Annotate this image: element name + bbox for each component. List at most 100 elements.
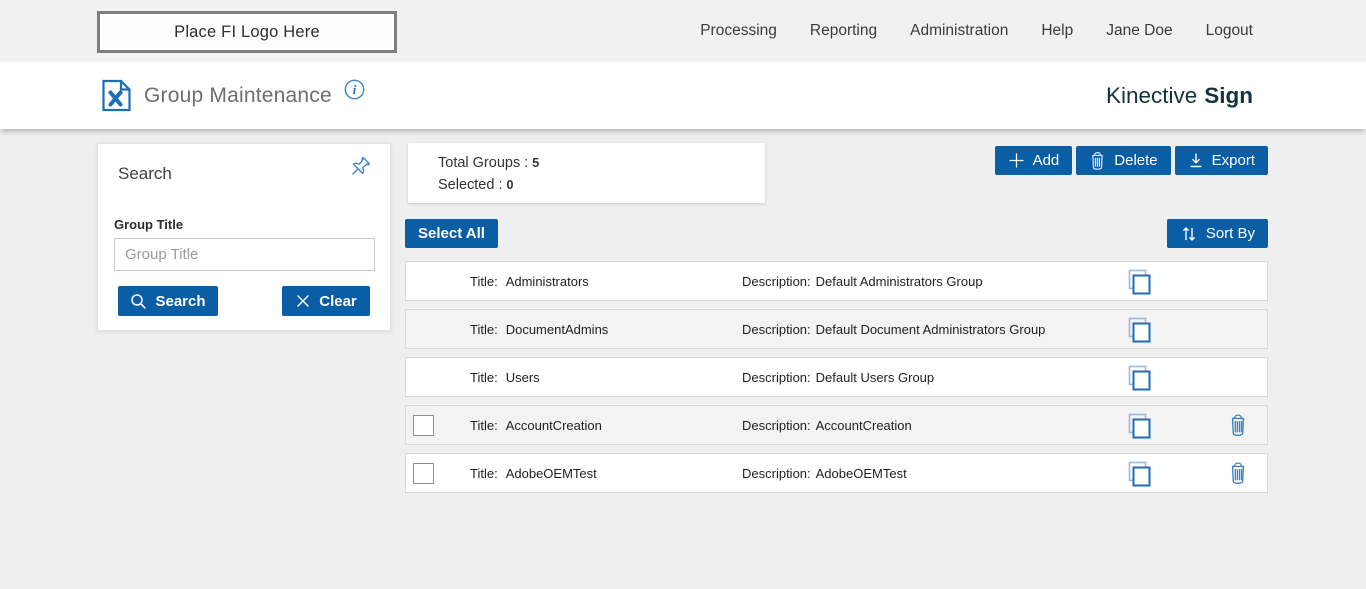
plus-icon bbox=[1008, 152, 1025, 169]
fi-logo-text: Place FI Logo Here bbox=[174, 22, 320, 41]
copy-cell bbox=[1069, 363, 1209, 392]
title-label: Title: bbox=[470, 273, 498, 289]
group-title-input[interactable] bbox=[114, 238, 375, 271]
trash-cell bbox=[1209, 461, 1267, 485]
title-label: Title: bbox=[470, 321, 498, 337]
brand-name-bold: Sign bbox=[1204, 82, 1253, 108]
checkbox-cell bbox=[413, 462, 470, 484]
group-row-documentadmins: Title: DocumentAdmins Description: Defau… bbox=[405, 309, 1268, 349]
group-desc-cell: Description: Default Users Group bbox=[742, 370, 1069, 385]
clear-button[interactable]: Clear bbox=[282, 286, 370, 316]
select-all-label: Select All bbox=[418, 225, 485, 242]
row-checkbox[interactable] bbox=[413, 414, 434, 436]
group-desc-cell: Description: Default Administrators Grou… bbox=[742, 274, 1069, 289]
copy-cell bbox=[1069, 267, 1209, 296]
group-desc-cell: Description: Default Document Administra… bbox=[742, 322, 1069, 337]
sort-icon bbox=[1180, 225, 1198, 243]
trash-cell bbox=[1209, 413, 1267, 437]
nav-item-user[interactable]: Jane Doe bbox=[1106, 22, 1173, 39]
info-icon[interactable]: i bbox=[344, 79, 365, 100]
group-row-users: Title: Users Description: Default Users … bbox=[405, 357, 1268, 397]
copy-icon[interactable] bbox=[1126, 411, 1152, 440]
group-desc-cell: Description: AdobeOEMTest bbox=[742, 466, 1069, 481]
pin-icon[interactable] bbox=[346, 156, 373, 183]
copy-cell bbox=[1069, 459, 1209, 488]
group-title-value: Administrators bbox=[505, 273, 589, 289]
description-label: Description: bbox=[742, 369, 811, 385]
selected-line: Selected : 0 bbox=[438, 174, 765, 196]
group-desc-value: AccountCreation bbox=[815, 417, 912, 433]
group-row-adobeoemtest: Title: AdobeOEMTest Description: AdobeOE… bbox=[405, 453, 1268, 493]
group-list: Title: Administrators Description: Defau… bbox=[405, 261, 1268, 501]
group-title-cell: Title: Administrators bbox=[470, 274, 742, 289]
group-title-cell: Title: AdobeOEMTest bbox=[470, 466, 742, 481]
download-icon bbox=[1188, 152, 1204, 169]
fi-logo-placeholder: Place FI Logo Here bbox=[97, 11, 397, 53]
nav-item-administration[interactable]: Administration bbox=[910, 22, 1009, 39]
trash-icon bbox=[1089, 151, 1106, 171]
brand-name-regular: Kinective bbox=[1105, 82, 1198, 108]
action-buttons: Add Delete Export bbox=[994, 146, 1268, 175]
row-trash-icon[interactable] bbox=[1228, 461, 1248, 485]
copy-icon[interactable] bbox=[1126, 363, 1152, 392]
group-row-accountcreation: Title: AccountCreation Description: Acco… bbox=[405, 405, 1268, 445]
group-desc-value: AdobeOEMTest bbox=[815, 465, 907, 481]
group-title-value: AdobeOEMTest bbox=[505, 465, 597, 481]
title-label: Title: bbox=[470, 465, 498, 481]
summary-box: Total Groups : 5 Selected : 0 bbox=[408, 143, 765, 203]
sort-by-button[interactable]: Sort By bbox=[1166, 219, 1268, 248]
description-label: Description: bbox=[742, 417, 811, 433]
copy-icon[interactable] bbox=[1126, 315, 1152, 344]
row-trash-icon[interactable] bbox=[1228, 413, 1248, 437]
total-groups-label: Total Groups : bbox=[438, 155, 529, 171]
group-title-label: Group Title bbox=[114, 217, 184, 232]
search-panel: Search Group Title Search bbox=[97, 143, 391, 331]
delete-button[interactable]: Delete bbox=[1076, 146, 1171, 175]
add-button-label: Add bbox=[1032, 152, 1060, 169]
total-groups-value: 5 bbox=[532, 156, 540, 170]
x-icon bbox=[295, 293, 311, 309]
description-label: Description: bbox=[742, 273, 811, 289]
description-label: Description: bbox=[742, 321, 811, 337]
description-label: Description: bbox=[742, 465, 811, 481]
export-button-label: Export bbox=[1211, 152, 1255, 169]
page-header-left: Group Maintenance i bbox=[101, 62, 365, 129]
title-label: Title: bbox=[470, 369, 498, 385]
group-desc-value: Default Administrators Group bbox=[815, 273, 983, 289]
page-header: Group Maintenance i Kinective Sign bbox=[0, 62, 1366, 129]
group-title-cell: Title: Users bbox=[470, 370, 742, 385]
total-groups-line: Total Groups : 5 bbox=[438, 152, 765, 174]
top-nav: Processing Reporting Administration Help… bbox=[700, 0, 1253, 62]
group-title-cell: Title: AccountCreation bbox=[470, 418, 742, 433]
svg-text:i: i bbox=[353, 83, 357, 97]
page-title: Group Maintenance bbox=[144, 83, 332, 107]
nav-item-help[interactable]: Help bbox=[1041, 22, 1074, 39]
search-button[interactable]: Search bbox=[118, 286, 218, 316]
row-checkbox[interactable] bbox=[413, 462, 434, 484]
search-icon bbox=[130, 293, 147, 310]
search-panel-title: Search bbox=[118, 164, 172, 183]
group-maintenance-icon bbox=[101, 79, 132, 112]
group-title-cell: Title: DocumentAdmins bbox=[470, 322, 742, 337]
copy-cell bbox=[1069, 315, 1209, 344]
copy-icon[interactable] bbox=[1126, 267, 1152, 296]
nav-item-logout[interactable]: Logout bbox=[1205, 22, 1253, 39]
group-desc-value: Default Document Administrators Group bbox=[815, 321, 1046, 337]
checkbox-cell bbox=[413, 414, 470, 436]
nav-item-processing[interactable]: Processing bbox=[700, 22, 777, 39]
nav-item-reporting[interactable]: Reporting bbox=[809, 22, 878, 39]
select-all-button[interactable]: Select All bbox=[405, 219, 498, 248]
sort-by-label: Sort By bbox=[1205, 225, 1255, 242]
copy-cell bbox=[1069, 411, 1209, 440]
add-button[interactable]: Add bbox=[994, 146, 1073, 175]
top-bar: Place FI Logo Here Processing Reporting … bbox=[0, 0, 1366, 62]
copy-icon[interactable] bbox=[1126, 459, 1152, 488]
selected-value: 0 bbox=[506, 178, 514, 192]
search-button-label: Search bbox=[155, 292, 206, 310]
group-desc-value: Default Users Group bbox=[815, 369, 935, 385]
brand-logo: Kinective Sign bbox=[1106, 62, 1253, 129]
group-title-value: DocumentAdmins bbox=[505, 321, 609, 337]
group-row-administrators: Title: Administrators Description: Defau… bbox=[405, 261, 1268, 301]
export-button[interactable]: Export bbox=[1174, 146, 1268, 175]
